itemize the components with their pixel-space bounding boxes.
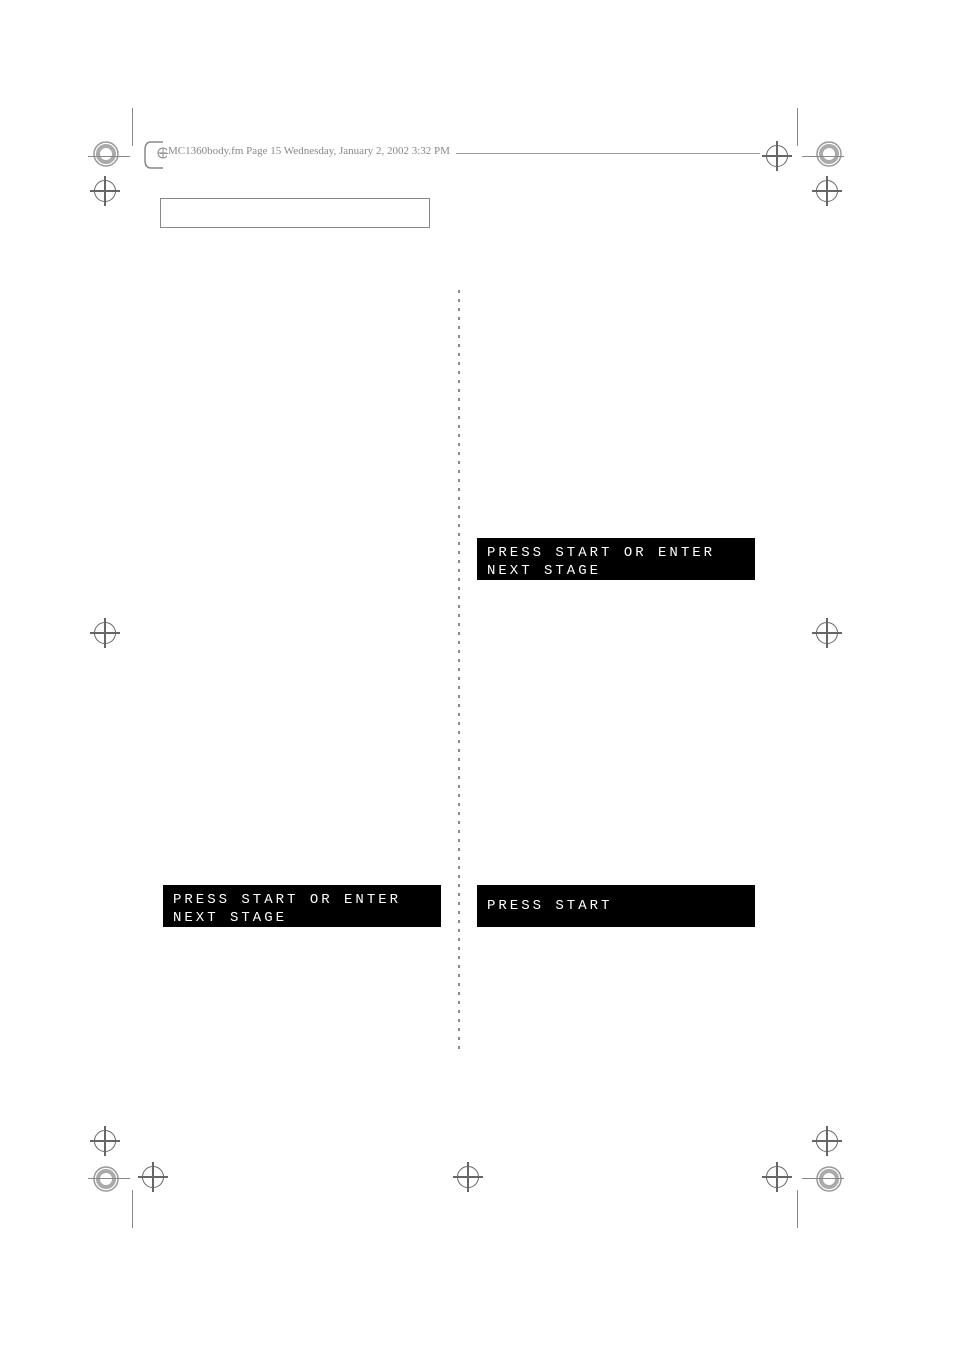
content-box <box>160 198 430 228</box>
crosshair-mark <box>812 618 842 648</box>
registration-mark-top-right <box>815 140 843 168</box>
crosshair-mark <box>762 1162 792 1192</box>
lcd-text: PRESS START <box>487 898 612 914</box>
lcd-display-right-top: PRESS START OR ENTER NEXT STAGE <box>477 538 755 580</box>
registration-mark-bottom-left <box>92 1165 120 1193</box>
lcd-display-right-bottom: PRESS START <box>477 885 755 927</box>
lcd-text: PRESS START OR ENTER NEXT STAGE <box>173 892 401 926</box>
registration-mark-top-left <box>92 140 120 168</box>
column-divider <box>458 290 460 1050</box>
crosshair-mark <box>453 1162 483 1192</box>
crosshair-mark <box>812 176 842 206</box>
header-text: MC1360body.fm Page 15 Wednesday, January… <box>168 145 456 157</box>
registration-mark-bottom-right <box>815 1165 843 1193</box>
crosshair-mark <box>90 1126 120 1156</box>
crosshair-mark <box>762 141 792 171</box>
crosshair-mark <box>90 176 120 206</box>
lcd-text: PRESS START OR ENTER NEXT STAGE <box>487 545 715 579</box>
crosshair-mark <box>812 1126 842 1156</box>
lcd-display-left: PRESS START OR ENTER NEXT STAGE <box>163 885 441 927</box>
header-loop-icon <box>143 140 167 174</box>
crosshair-mark <box>90 618 120 648</box>
crosshair-mark <box>138 1162 168 1192</box>
